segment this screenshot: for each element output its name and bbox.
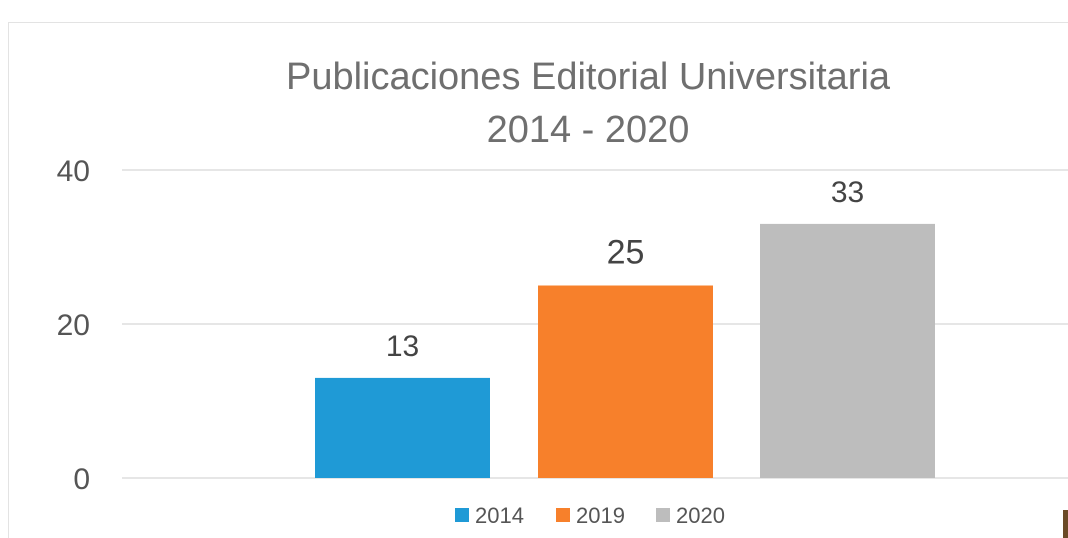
- y-axis-ticks: 0 20 40: [57, 155, 90, 496]
- legend: 2014 2019 2020: [455, 503, 725, 528]
- bars: [315, 223, 935, 478]
- data-label-2020: 33: [831, 176, 864, 209]
- data-labels: 13 25 33: [386, 176, 864, 363]
- legend-swatch-2014: [455, 508, 469, 522]
- y-tick-label: 0: [73, 463, 90, 496]
- bar-2020: [760, 223, 935, 478]
- corner-fragment: [1063, 510, 1068, 538]
- legend-swatch-2019: [556, 508, 570, 522]
- bar-2014: [315, 377, 490, 478]
- legend-label-2020: 2020: [676, 503, 725, 528]
- data-label-2014: 13: [386, 330, 419, 363]
- bar-2019: [538, 285, 713, 478]
- data-label-2019: 25: [607, 234, 645, 272]
- legend-label-2019: 2019: [576, 503, 625, 528]
- y-tick-label: 40: [57, 155, 90, 188]
- chart-title: Publicaciones Editorial Universitaria: [286, 56, 891, 98]
- y-tick-label: 20: [57, 309, 90, 342]
- legend-swatch-2020: [656, 508, 670, 522]
- legend-label-2014: 2014: [475, 503, 524, 528]
- chart-subtitle: 2014 - 2020: [487, 109, 690, 151]
